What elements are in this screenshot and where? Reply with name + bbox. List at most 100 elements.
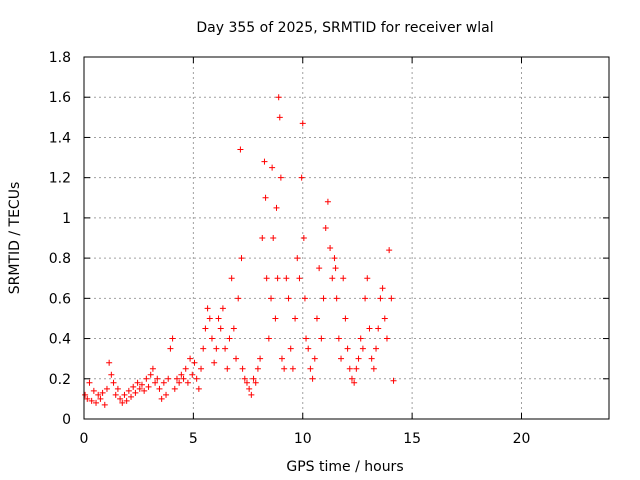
data-point bbox=[187, 355, 194, 362]
data-point bbox=[313, 315, 320, 322]
y-tick-label: 0.6 bbox=[49, 291, 71, 307]
data-point bbox=[233, 355, 240, 362]
y-axis-label: SRMTID / TECUs bbox=[7, 182, 23, 295]
y-tick-label: 0 bbox=[62, 412, 71, 428]
data-point bbox=[277, 174, 284, 181]
data-point bbox=[272, 315, 279, 322]
data-point bbox=[123, 397, 130, 404]
data-point bbox=[178, 371, 185, 378]
data-point bbox=[84, 395, 91, 402]
data-point bbox=[263, 275, 270, 282]
data-point bbox=[110, 379, 117, 386]
x-tick-label: 10 bbox=[294, 431, 312, 447]
data-point bbox=[270, 235, 277, 241]
data-point bbox=[261, 158, 268, 165]
data-point bbox=[182, 365, 189, 372]
data-point bbox=[383, 335, 390, 342]
data-point bbox=[340, 275, 347, 282]
data-point bbox=[366, 325, 373, 332]
data-point bbox=[152, 379, 159, 386]
data-point bbox=[362, 295, 369, 302]
data-point bbox=[106, 359, 113, 366]
data-point bbox=[250, 375, 257, 382]
data-point bbox=[217, 325, 224, 332]
data-point bbox=[309, 375, 316, 382]
data-point bbox=[287, 345, 294, 352]
data-point bbox=[390, 377, 397, 384]
data-point bbox=[158, 395, 165, 402]
data-point bbox=[342, 315, 349, 322]
data-point bbox=[333, 295, 340, 302]
data-point bbox=[269, 164, 276, 171]
x-tick-label: 5 bbox=[189, 431, 198, 447]
data-point bbox=[281, 365, 288, 372]
data-point bbox=[147, 371, 154, 378]
data-point bbox=[305, 345, 312, 352]
data-point bbox=[180, 375, 187, 382]
data-point bbox=[200, 345, 207, 352]
data-point bbox=[237, 146, 244, 153]
data-point bbox=[171, 385, 178, 392]
data-point bbox=[241, 375, 248, 382]
axis-ticks bbox=[83, 56, 609, 420]
data-point bbox=[300, 235, 307, 241]
data-point bbox=[275, 94, 282, 101]
data-point bbox=[97, 395, 104, 402]
data-point bbox=[230, 325, 237, 332]
data-point bbox=[320, 295, 327, 302]
data-point bbox=[257, 355, 264, 362]
y-tick-label: 1.6 bbox=[49, 90, 71, 106]
data-point bbox=[370, 365, 377, 372]
data-point bbox=[357, 335, 364, 342]
data-point bbox=[246, 385, 253, 392]
data-point bbox=[202, 325, 209, 332]
data-point bbox=[119, 399, 126, 406]
data-point bbox=[335, 335, 342, 342]
data-point bbox=[273, 204, 280, 211]
data-point bbox=[377, 295, 384, 302]
data-point bbox=[173, 375, 180, 382]
chart-title: Day 355 of 2025, SRMTID for receiver wla… bbox=[196, 20, 493, 36]
data-point bbox=[235, 295, 242, 302]
y-tick-label: 1.8 bbox=[49, 50, 71, 66]
data-point bbox=[386, 247, 393, 254]
data-point bbox=[211, 359, 218, 366]
data-point bbox=[254, 365, 261, 372]
data-point bbox=[278, 355, 285, 362]
data-point bbox=[108, 371, 115, 378]
data-point bbox=[252, 379, 259, 386]
data-point bbox=[259, 235, 266, 241]
y-tick-label: 0.2 bbox=[49, 372, 71, 388]
data-point bbox=[265, 335, 272, 342]
data-point bbox=[381, 315, 388, 322]
data-point bbox=[301, 295, 308, 302]
data-point bbox=[193, 375, 200, 382]
data-point bbox=[276, 114, 283, 121]
x-tick-label: 20 bbox=[513, 431, 531, 447]
plot-frame bbox=[83, 56, 610, 420]
data-point bbox=[206, 315, 213, 322]
data-point bbox=[226, 335, 233, 342]
y-tick-label: 1.4 bbox=[49, 130, 71, 146]
data-point bbox=[344, 345, 351, 352]
data-point bbox=[292, 315, 299, 322]
data-point bbox=[327, 245, 334, 252]
data-point bbox=[283, 275, 290, 282]
data-point bbox=[355, 355, 362, 362]
data-point bbox=[331, 255, 338, 262]
data-point bbox=[238, 255, 245, 262]
data-point bbox=[289, 365, 296, 372]
data-point bbox=[82, 391, 89, 398]
data-point bbox=[298, 174, 305, 181]
data-point bbox=[324, 198, 331, 205]
data-point bbox=[307, 365, 314, 372]
data-point bbox=[208, 335, 215, 342]
data-point bbox=[145, 383, 152, 390]
data-point bbox=[299, 120, 306, 127]
data-point bbox=[274, 275, 281, 282]
data-point bbox=[379, 285, 386, 292]
data-point bbox=[167, 345, 174, 352]
data-point bbox=[189, 371, 196, 378]
data-point bbox=[121, 391, 128, 398]
